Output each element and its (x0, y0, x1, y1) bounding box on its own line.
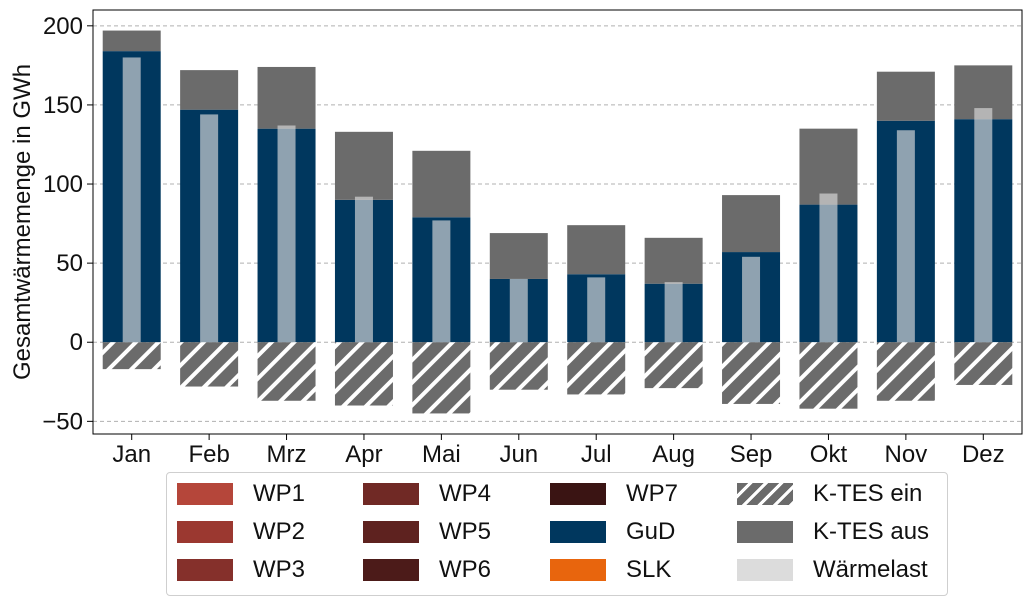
bar-k-tes-aus (489, 233, 548, 279)
legend-label: K-TES aus (813, 518, 930, 545)
x-tick-label: Aug (652, 441, 695, 468)
legend-label: WP5 (439, 518, 492, 545)
legend-label: GuD (626, 518, 676, 545)
legend-label: SLK (626, 556, 672, 583)
legend-swatch (550, 559, 606, 581)
bar-k-tes-ein (722, 342, 781, 404)
x-tick-label: Dez (962, 441, 1005, 468)
bar-k-tes-ein (876, 342, 935, 401)
bar-waermelast (896, 130, 915, 343)
legend-swatch (737, 559, 793, 581)
x-tick-label: Feb (188, 441, 229, 468)
bar-k-tes-ein (102, 342, 161, 370)
bar-waermelast (277, 125, 296, 343)
bar-k-tes-ein (644, 342, 703, 389)
bar-k-tes-aus (567, 225, 626, 275)
bar-waermelast (122, 57, 141, 343)
y-tick-label: 50 (56, 250, 83, 277)
legend-label: WP7 (626, 480, 679, 507)
bar-k-tes-ein (257, 342, 316, 401)
x-tick-label: Jun (499, 441, 538, 468)
grid-layer (93, 25, 1022, 422)
bar-k-tes-aus (799, 128, 858, 205)
bar-k-tes-ein (954, 342, 1013, 385)
y-tick-label: −50 (42, 408, 83, 435)
bars-layer (102, 30, 1013, 414)
legend-swatch (550, 483, 606, 505)
bar-k-tes-aus (257, 66, 316, 129)
legend-item: WP3 (177, 555, 305, 585)
x-tick-label: Apr (345, 441, 382, 468)
x-tick-label: Sep (730, 441, 773, 468)
legend-item: K-TES ein (737, 479, 922, 509)
bar-waermelast (742, 256, 761, 343)
legend-label: WP6 (439, 556, 492, 583)
legend-item: WP2 (177, 517, 305, 547)
bar-k-tes-ein (334, 342, 393, 406)
y-tick-label: 100 (43, 171, 83, 198)
bar-waermelast (819, 193, 838, 343)
legend-swatch (363, 521, 419, 543)
legend-item: SLK (550, 555, 671, 585)
y-axis-label: Gesamtwärmemenge in GWh (9, 64, 36, 380)
legend-swatch (177, 521, 233, 543)
legend-label: WP4 (439, 480, 492, 507)
bar-waermelast (354, 196, 373, 343)
legend-label: K-TES ein (813, 480, 923, 507)
bar-waermelast (974, 108, 993, 343)
legend-label: WP3 (253, 556, 306, 583)
y-tick-label: 150 (43, 92, 83, 119)
legend-item: GuD (550, 517, 675, 547)
legend-item: WP4 (363, 479, 491, 509)
bar-waermelast (587, 277, 606, 343)
bar-k-tes-aus (102, 30, 161, 52)
bar-waermelast (509, 278, 528, 343)
axes-layer: −50 0 50 100 150 200 Jan Feb Mrz Apr Mai Jun Jul Aug S… (9, 9, 1023, 468)
bar-k-tes-aus (334, 131, 393, 200)
bar-k-tes-ein (799, 342, 858, 409)
legend-swatch (363, 559, 419, 581)
legend-swatch (177, 483, 233, 505)
x-tick-label: Jul (581, 441, 612, 468)
bar-k-tes-ein (567, 342, 626, 395)
x-tick-label: Okt (810, 441, 848, 468)
y-tick-label: 200 (43, 13, 83, 40)
legend: WP1 WP2 WP3 WP4 WP5 WP6 WP7 GuD SLK K-TES ein K-TE… (166, 472, 948, 596)
bar-waermelast (432, 220, 451, 343)
legend-item: WP5 (363, 517, 491, 547)
bar-k-tes-ein (180, 342, 239, 387)
bar-waermelast (200, 114, 219, 343)
bar-k-tes-ein (489, 342, 548, 390)
bar-k-tes-ein (412, 342, 471, 414)
legend-swatch (737, 521, 793, 543)
legend-label: Wärmelast (813, 556, 928, 583)
bar-k-tes-aus (876, 71, 935, 121)
legend-item: Wärmelast (737, 555, 928, 585)
x-tick-label: Mai (422, 441, 461, 468)
legend-item: K-TES aus (737, 517, 929, 547)
legend-swatch (737, 483, 793, 505)
legend-swatch (363, 483, 419, 505)
x-tick-label: Jan (112, 441, 151, 468)
bar-k-tes-aus (722, 195, 781, 253)
bar-waermelast (664, 282, 683, 343)
legend-item: WP1 (177, 479, 305, 509)
plot-frame (92, 9, 1023, 435)
y-tick-label: 0 (70, 329, 83, 356)
bar-k-tes-aus (180, 70, 239, 110)
legend-label: WP2 (253, 518, 306, 545)
x-tick-label: Nov (885, 441, 928, 468)
x-tick-label: Mrz (267, 441, 307, 468)
legend-item: WP6 (363, 555, 491, 585)
legend-swatch (550, 521, 606, 543)
legend-swatch (177, 559, 233, 581)
legend-label: WP1 (253, 480, 306, 507)
bar-k-tes-aus (644, 237, 703, 284)
bar-k-tes-aus (412, 150, 471, 218)
legend-item: WP7 (550, 479, 678, 509)
